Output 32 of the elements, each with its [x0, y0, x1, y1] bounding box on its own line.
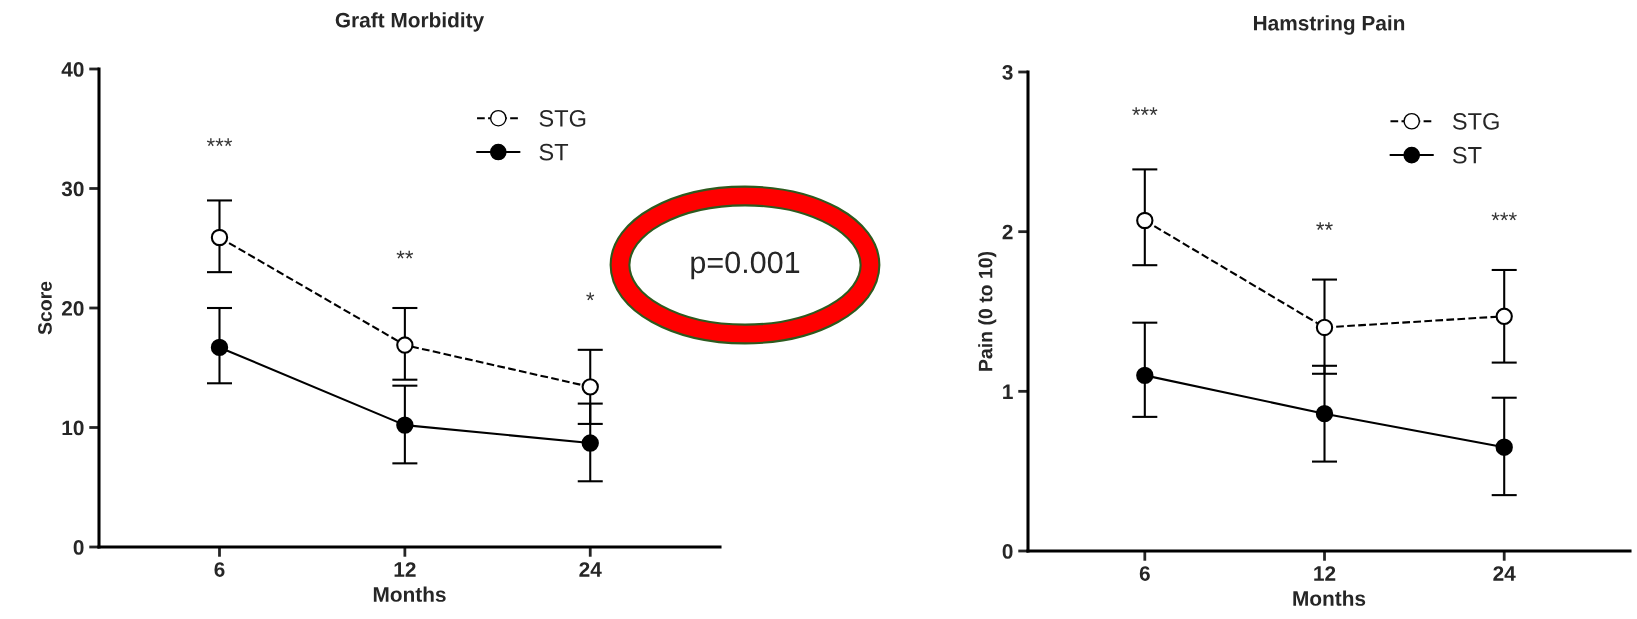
y-tick-label: 30 — [61, 181, 84, 197]
annotation: ** — [396, 250, 414, 259]
annotation: p=0.001 — [691, 251, 800, 280]
x-tick-label: 12 — [394, 562, 416, 577]
legend-label: STG — [1452, 113, 1499, 130]
y-tick-label: 20 — [61, 301, 84, 316]
y-axis-title: Score — [38, 281, 52, 335]
legend-label: ST — [1452, 146, 1482, 164]
x-axis-title: Months — [373, 586, 446, 602]
annotation: *** — [1491, 212, 1517, 221]
x-tick-label: 24 — [1493, 566, 1516, 581]
y-tick-label: 0 — [1002, 544, 1013, 559]
y-tick-label: 1 — [1003, 384, 1013, 399]
annotation: *** — [1132, 107, 1158, 115]
annotation: ** — [1316, 222, 1333, 230]
y-axis-title: Pain (0 to 10) — [978, 251, 997, 371]
y-tick-label: 3 — [1002, 65, 1013, 80]
y-tick-label: 0 — [73, 540, 84, 555]
legend-label: STG — [539, 109, 586, 127]
y-tick-label: 40 — [61, 62, 84, 77]
x-axis-title: Months — [1293, 590, 1366, 606]
annotation: *** — [206, 138, 233, 147]
y-tick-label: 2 — [1002, 224, 1013, 240]
x-tick-label: 12 — [1314, 566, 1336, 581]
x-tick-label: 6 — [1139, 566, 1150, 581]
legend-label: ST — [539, 143, 569, 161]
x-tick-label: 24 — [579, 562, 602, 577]
x-tick-label: 6 — [214, 562, 225, 577]
annotation: * — [586, 292, 595, 301]
y-tick-label: 10 — [62, 420, 84, 436]
chart-title: Graft Morbidity — [335, 12, 485, 32]
chart-title: Hamstring Pain — [1253, 15, 1405, 35]
